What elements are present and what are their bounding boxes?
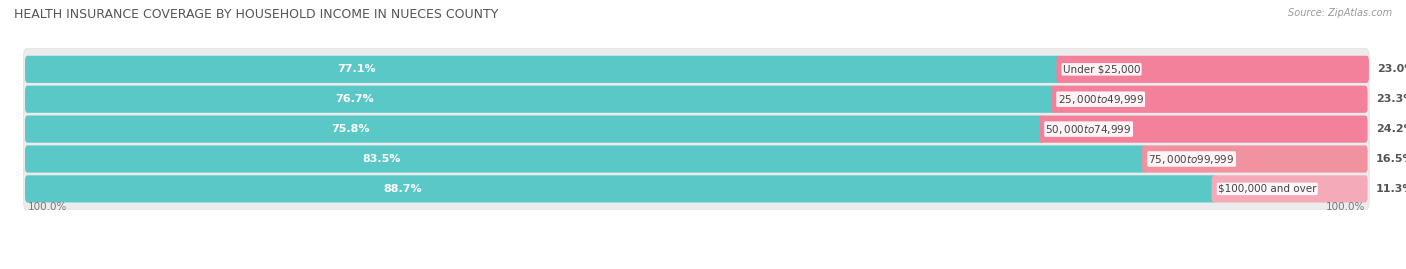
Text: 76.7%: 76.7% [335, 94, 374, 104]
Text: $25,000 to $49,999: $25,000 to $49,999 [1057, 93, 1144, 106]
FancyBboxPatch shape [25, 175, 1216, 203]
Text: 77.1%: 77.1% [337, 64, 375, 74]
FancyBboxPatch shape [24, 108, 1369, 150]
Text: Source: ZipAtlas.com: Source: ZipAtlas.com [1288, 8, 1392, 18]
Text: 75.8%: 75.8% [332, 124, 370, 134]
Text: 23.0%: 23.0% [1378, 64, 1406, 74]
FancyBboxPatch shape [24, 78, 1369, 121]
Text: 23.3%: 23.3% [1376, 94, 1406, 104]
Text: $100,000 and over: $100,000 and over [1218, 184, 1316, 194]
FancyBboxPatch shape [25, 86, 1056, 113]
Text: HEALTH INSURANCE COVERAGE BY HOUSEHOLD INCOME IN NUECES COUNTY: HEALTH INSURANCE COVERAGE BY HOUSEHOLD I… [14, 8, 499, 21]
Text: 88.7%: 88.7% [384, 184, 422, 194]
FancyBboxPatch shape [25, 146, 1147, 173]
Text: $50,000 to $74,999: $50,000 to $74,999 [1046, 123, 1132, 136]
Text: 24.2%: 24.2% [1376, 124, 1406, 134]
FancyBboxPatch shape [24, 168, 1369, 210]
FancyBboxPatch shape [24, 48, 1369, 91]
FancyBboxPatch shape [25, 115, 1043, 143]
FancyBboxPatch shape [24, 138, 1369, 180]
FancyBboxPatch shape [1039, 115, 1368, 143]
Text: 11.3%: 11.3% [1376, 184, 1406, 194]
Text: 100.0%: 100.0% [28, 203, 67, 213]
Text: Under $25,000: Under $25,000 [1063, 64, 1140, 74]
Text: $75,000 to $99,999: $75,000 to $99,999 [1149, 153, 1234, 165]
FancyBboxPatch shape [1212, 175, 1368, 203]
Text: 16.5%: 16.5% [1376, 154, 1406, 164]
FancyBboxPatch shape [25, 56, 1062, 83]
Text: 83.5%: 83.5% [363, 154, 401, 164]
FancyBboxPatch shape [1142, 146, 1368, 173]
FancyBboxPatch shape [1056, 56, 1369, 83]
Text: 100.0%: 100.0% [1326, 203, 1365, 213]
FancyBboxPatch shape [1052, 86, 1368, 113]
